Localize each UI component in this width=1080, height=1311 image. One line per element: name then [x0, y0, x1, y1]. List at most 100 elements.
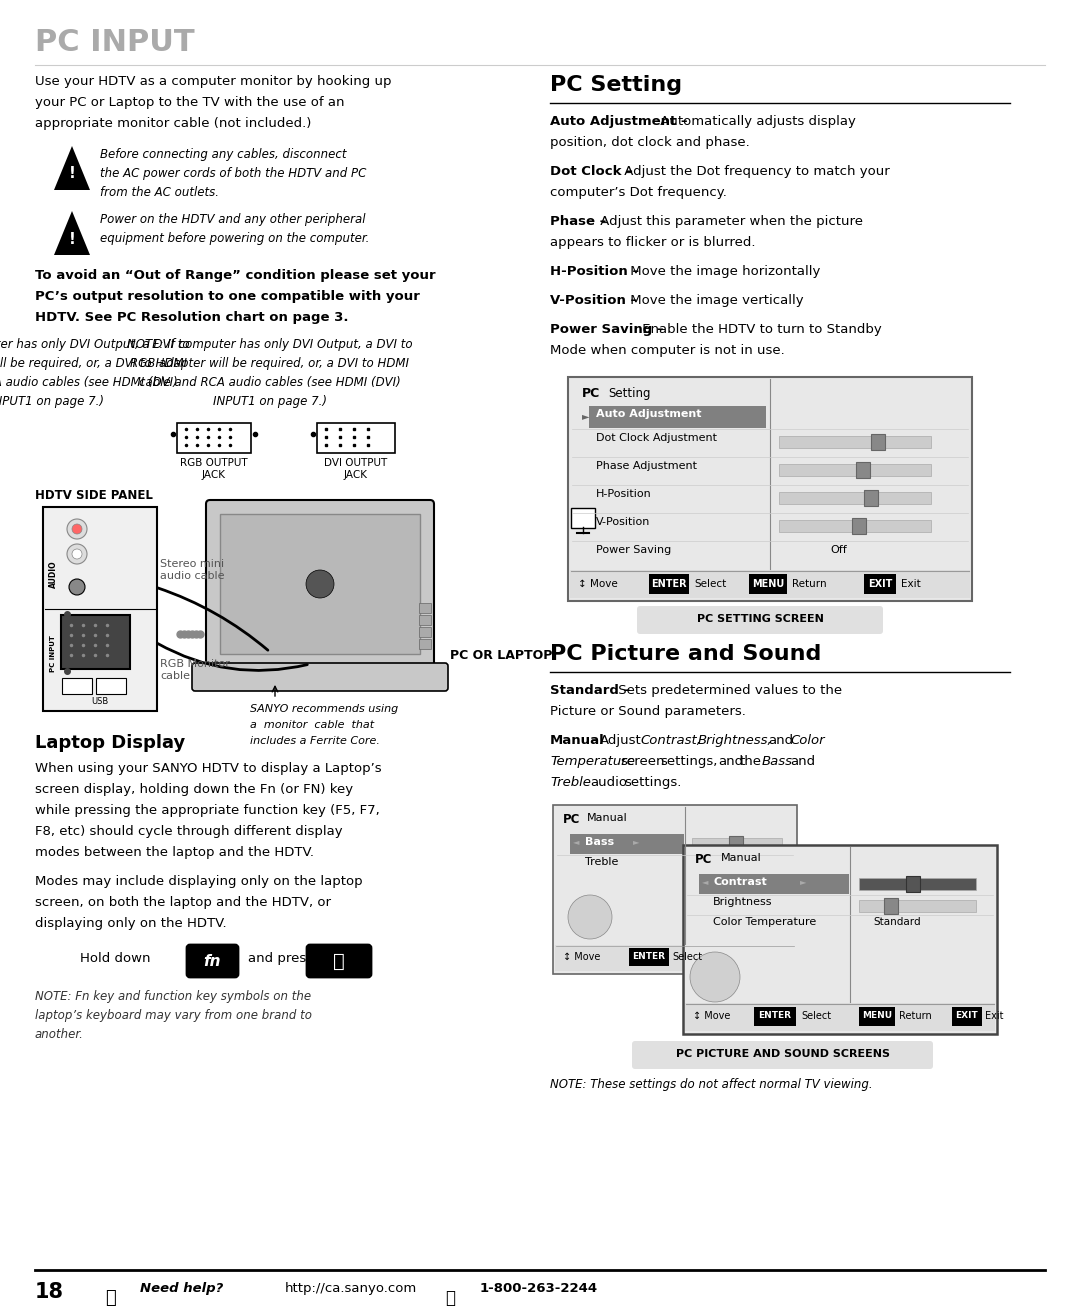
- Text: the AC power cords of both the HDTV and PC: the AC power cords of both the HDTV and …: [100, 166, 366, 180]
- Text: ►: ►: [633, 836, 639, 846]
- Text: Manual: Manual: [550, 734, 605, 747]
- Text: Brightness,: Brightness,: [698, 734, 773, 747]
- Text: Bass: Bass: [585, 836, 615, 847]
- Text: and: and: [768, 734, 793, 747]
- FancyBboxPatch shape: [864, 490, 878, 506]
- Text: V-Position: V-Position: [596, 517, 650, 527]
- Text: DVI OUTPUT
JACK: DVI OUTPUT JACK: [324, 458, 388, 480]
- FancyBboxPatch shape: [729, 836, 743, 852]
- Text: ⎕: ⎕: [333, 952, 345, 970]
- Text: SANYO recommends using: SANYO recommends using: [249, 704, 399, 714]
- FancyBboxPatch shape: [870, 434, 885, 450]
- Text: Power on the HDTV and any other peripheral: Power on the HDTV and any other peripher…: [100, 212, 365, 225]
- Text: equipment before powering on the computer.: equipment before powering on the compute…: [100, 232, 369, 245]
- Text: Select: Select: [801, 1011, 832, 1021]
- Text: Laptop Display: Laptop Display: [35, 734, 186, 753]
- Circle shape: [72, 549, 82, 558]
- FancyBboxPatch shape: [685, 1003, 995, 1030]
- Text: Setting: Setting: [608, 387, 650, 400]
- Text: INPUT1 on page 7.): INPUT1 on page 7.): [0, 395, 104, 408]
- FancyBboxPatch shape: [692, 838, 782, 850]
- Text: Exit: Exit: [901, 579, 921, 589]
- FancyBboxPatch shape: [856, 461, 870, 479]
- Text: Use your HDTV as a computer monitor by hooking up: Use your HDTV as a computer monitor by h…: [35, 75, 391, 88]
- Text: PC: PC: [563, 813, 580, 826]
- Text: NOTE: If computer has only DVI Output, a DVI to: NOTE: If computer has only DVI Output, a…: [0, 338, 190, 351]
- Text: settings.: settings.: [624, 776, 681, 789]
- Text: –: –: [590, 734, 597, 747]
- Text: Phase Adjustment: Phase Adjustment: [596, 461, 697, 471]
- Text: MENU: MENU: [752, 579, 784, 589]
- Circle shape: [67, 519, 87, 539]
- Text: Color Temperature: Color Temperature: [713, 916, 816, 927]
- Text: !: !: [68, 166, 76, 181]
- Text: screen display, holding down the Fn (or FN) key: screen display, holding down the Fn (or …: [35, 783, 353, 796]
- Text: V-Position –: V-Position –: [550, 294, 637, 307]
- FancyBboxPatch shape: [60, 615, 130, 669]
- Text: Need help?: Need help?: [140, 1282, 224, 1295]
- Circle shape: [72, 524, 82, 534]
- Text: Stereo mini
audio cable: Stereo mini audio cable: [160, 558, 225, 581]
- Text: Contrast,: Contrast,: [640, 734, 701, 747]
- Text: RGB Monitor
cable: RGB Monitor cable: [160, 659, 230, 680]
- Text: Color: Color: [789, 734, 825, 747]
- Text: RGB OUTPUT
JACK: RGB OUTPUT JACK: [180, 458, 247, 480]
- Text: ↕ Move: ↕ Move: [578, 579, 618, 589]
- FancyBboxPatch shape: [570, 834, 684, 853]
- FancyBboxPatch shape: [859, 899, 976, 912]
- Text: Auto Adjustment –: Auto Adjustment –: [550, 115, 688, 128]
- Text: Power Saving –: Power Saving –: [550, 323, 663, 336]
- Text: settings,: settings,: [660, 755, 717, 768]
- Text: PC PICTURE AND SOUND SCREENS: PC PICTURE AND SOUND SCREENS: [676, 1049, 890, 1059]
- FancyBboxPatch shape: [307, 945, 372, 977]
- Text: Sets predetermined values to the: Sets predetermined values to the: [615, 684, 842, 697]
- FancyBboxPatch shape: [637, 606, 883, 635]
- Text: When using your SANYO HDTV to display a Laptop’s: When using your SANYO HDTV to display a …: [35, 762, 381, 775]
- Text: Mode when computer is not in use.: Mode when computer is not in use.: [550, 343, 785, 357]
- FancyBboxPatch shape: [96, 678, 126, 694]
- FancyBboxPatch shape: [555, 945, 795, 971]
- Text: http://ca.sanyo.com: http://ca.sanyo.com: [285, 1282, 417, 1295]
- Text: a  monitor  cable  that: a monitor cable that: [249, 720, 374, 730]
- Text: PC SETTING SCREEN: PC SETTING SCREEN: [697, 614, 823, 624]
- Text: Enable the HDTV to turn to Standby: Enable the HDTV to turn to Standby: [638, 323, 881, 336]
- Text: screen: screen: [620, 755, 664, 768]
- Text: ENTER: ENTER: [758, 1011, 792, 1020]
- Text: PC INPUT: PC INPUT: [35, 28, 194, 56]
- Text: EXIT: EXIT: [868, 579, 892, 589]
- Text: RGB adapter will be required, or, a DVI to HDMI: RGB adapter will be required, or, a DVI …: [0, 357, 187, 370]
- Text: NOTE: These settings do not affect normal TV viewing.: NOTE: These settings do not affect norma…: [550, 1078, 873, 1091]
- Text: Select: Select: [672, 952, 702, 962]
- Text: MENU: MENU: [862, 1011, 892, 1020]
- Text: PC INPUT: PC INPUT: [50, 636, 56, 673]
- Text: Brightness: Brightness: [713, 897, 772, 907]
- FancyBboxPatch shape: [220, 514, 420, 654]
- Text: PC’s output resolution to one compatible with your: PC’s output resolution to one compatible…: [35, 290, 420, 303]
- Text: Power Saving: Power Saving: [596, 545, 672, 555]
- Text: Off: Off: [831, 545, 847, 555]
- Text: INPUT1 on page 7.): INPUT1 on page 7.): [213, 395, 327, 408]
- Text: Manual: Manual: [721, 853, 761, 863]
- Text: Standard –: Standard –: [550, 684, 631, 697]
- FancyBboxPatch shape: [568, 378, 972, 600]
- Text: Standard: Standard: [873, 916, 920, 927]
- Text: screen, on both the laptop and the HDTV, or: screen, on both the laptop and the HDTV,…: [35, 895, 330, 909]
- FancyBboxPatch shape: [632, 1041, 933, 1068]
- Text: Exit: Exit: [985, 1011, 1003, 1021]
- Circle shape: [67, 544, 87, 564]
- Text: Manual: Manual: [588, 813, 627, 823]
- Text: EXIT: EXIT: [956, 1011, 978, 1020]
- FancyBboxPatch shape: [419, 603, 431, 614]
- Text: Picture or Sound parameters.: Picture or Sound parameters.: [550, 705, 746, 718]
- Text: ►: ►: [582, 412, 590, 421]
- Text: PC: PC: [696, 853, 713, 867]
- Circle shape: [568, 895, 612, 939]
- Text: modes between the laptop and the HDTV.: modes between the laptop and the HDTV.: [35, 846, 314, 859]
- FancyBboxPatch shape: [629, 948, 669, 966]
- FancyBboxPatch shape: [187, 945, 238, 977]
- FancyBboxPatch shape: [649, 574, 689, 594]
- FancyBboxPatch shape: [779, 492, 931, 503]
- Text: another.: another.: [35, 1028, 84, 1041]
- FancyBboxPatch shape: [683, 846, 997, 1034]
- FancyBboxPatch shape: [589, 406, 766, 427]
